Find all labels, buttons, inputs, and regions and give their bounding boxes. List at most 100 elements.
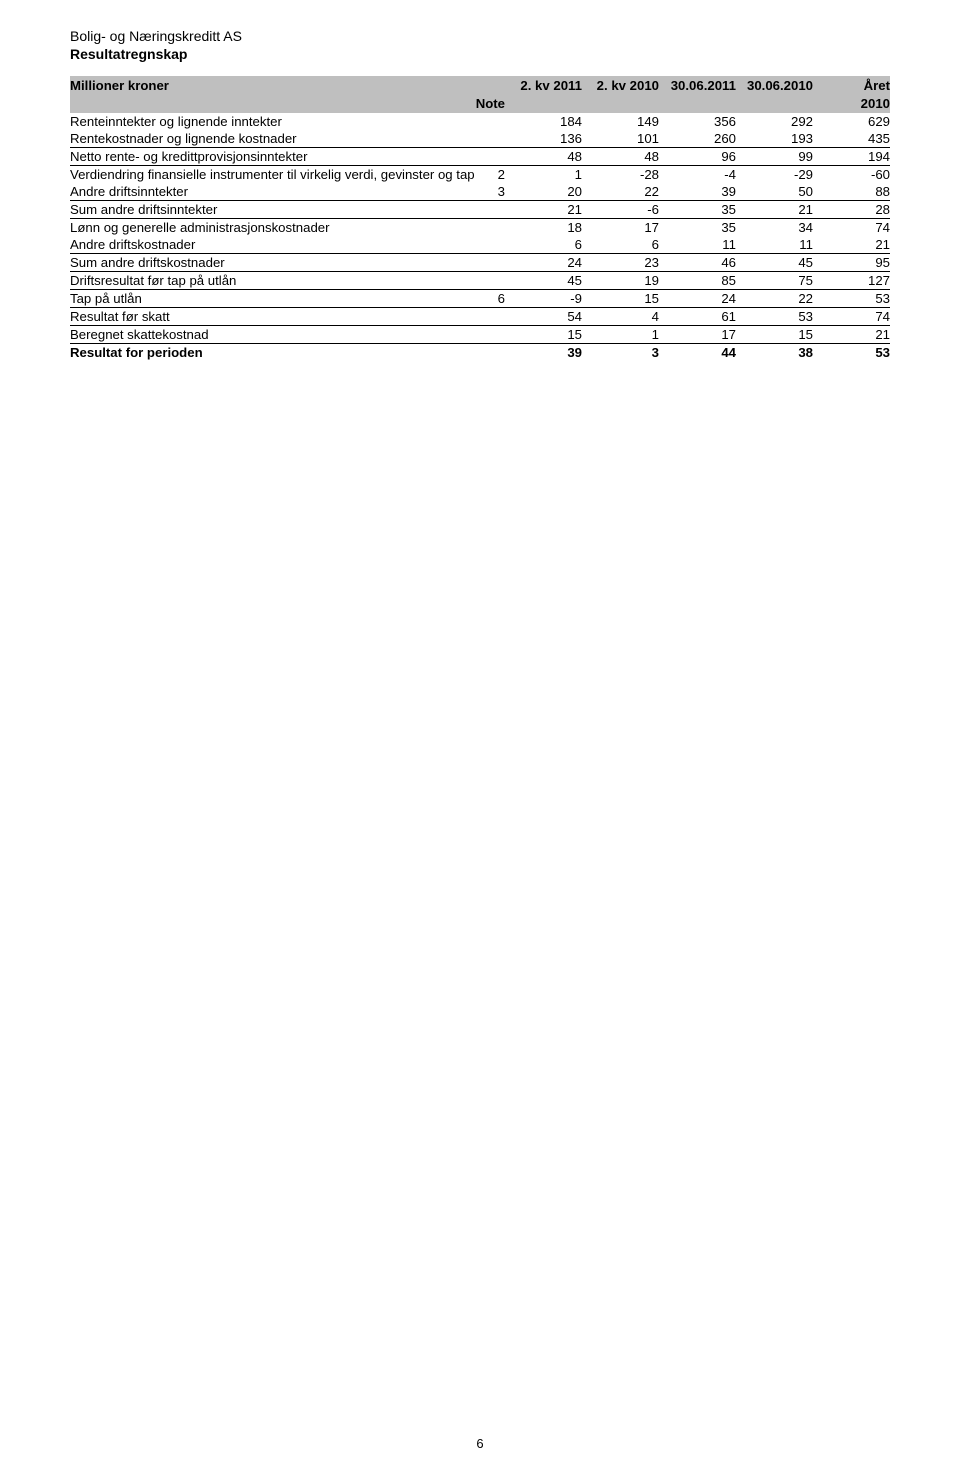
company-name: Bolig- og Næringskreditt AS <box>70 28 890 44</box>
cell: 6 <box>505 236 582 254</box>
document-page: Bolig- og Næringskreditt AS Resultatregn… <box>0 0 960 361</box>
cell: 15 <box>736 326 813 344</box>
table-row: Beregnet skattekostnad 15 1 17 15 21 <box>70 326 890 344</box>
cell: 21 <box>813 326 890 344</box>
row-note <box>455 219 505 237</box>
cell: 19 <box>582 272 659 290</box>
cell: 95 <box>813 254 890 272</box>
cell: 50 <box>736 183 813 201</box>
cell: 35 <box>659 219 736 237</box>
cell: 260 <box>659 130 736 148</box>
cell: 61 <box>659 308 736 326</box>
table-header-row: Millioner kroner 2. kv 2011 2. kv 2010 3… <box>70 76 890 95</box>
row-note <box>455 130 505 148</box>
cell: 85 <box>659 272 736 290</box>
row-note <box>455 148 505 166</box>
cell: 149 <box>582 113 659 130</box>
row-note <box>455 326 505 344</box>
cell: 75 <box>736 272 813 290</box>
cell: 3 <box>582 344 659 362</box>
cell: 53 <box>813 290 890 308</box>
row-label: Resultat før skatt <box>70 308 455 326</box>
cell: 18 <box>505 219 582 237</box>
cell: 1 <box>582 326 659 344</box>
cell: 46 <box>659 254 736 272</box>
cell: 6 <box>582 236 659 254</box>
row-note <box>455 272 505 290</box>
cell: 24 <box>659 290 736 308</box>
cell: 23 <box>582 254 659 272</box>
table-row: Verdiendring finansielle instrumenter ti… <box>70 166 890 184</box>
table-row-total: Sum andre driftskostnader 24 23 46 45 95 <box>70 254 890 272</box>
cell: 53 <box>813 344 890 362</box>
cell: 356 <box>659 113 736 130</box>
table-row: Andre driftsinntekter 3 20 22 39 50 88 <box>70 183 890 201</box>
cell: 15 <box>582 290 659 308</box>
cell: 99 <box>736 148 813 166</box>
table-row: Rentekostnader og lignende kostnader 136… <box>70 130 890 148</box>
row-note: 3 <box>455 183 505 201</box>
cell: -60 <box>813 166 890 184</box>
table-row: Andre driftskostnader 6 6 11 11 21 <box>70 236 890 254</box>
row-label: Andre driftskostnader <box>70 236 455 254</box>
row-note <box>455 236 505 254</box>
page-number: 6 <box>0 1436 960 1451</box>
cell: 44 <box>659 344 736 362</box>
table-subheader-row: Note 2010 <box>70 95 890 113</box>
table-row: Tap på utlån 6 -9 15 24 22 53 <box>70 290 890 308</box>
cell: 22 <box>736 290 813 308</box>
row-note <box>455 201 505 219</box>
income-statement-table: Millioner kroner 2. kv 2011 2. kv 2010 3… <box>70 76 890 361</box>
cell: 1 <box>505 166 582 184</box>
row-note: 6 <box>455 290 505 308</box>
cell: 74 <box>813 219 890 237</box>
cell: 45 <box>736 254 813 272</box>
row-label: Resultat for perioden <box>70 344 455 362</box>
row-label: Renteinntekter og lignende inntekter <box>70 113 455 130</box>
row-note <box>455 254 505 272</box>
cell: 35 <box>659 201 736 219</box>
row-label: Driftsresultat før tap på utlån <box>70 272 455 290</box>
col-subheader: 2010 <box>813 95 890 113</box>
table-row-result: Resultat for perioden 39 3 44 38 53 <box>70 344 890 362</box>
table-row: Lønn og generelle administrasjonskostnad… <box>70 219 890 237</box>
cell: 38 <box>736 344 813 362</box>
cell: 22 <box>582 183 659 201</box>
cell: 20 <box>505 183 582 201</box>
cell: 21 <box>505 201 582 219</box>
cell: 4 <box>582 308 659 326</box>
cell: 11 <box>659 236 736 254</box>
table-row: Renteinntekter og lignende inntekter 184… <box>70 113 890 130</box>
cell: 24 <box>505 254 582 272</box>
cell: -4 <box>659 166 736 184</box>
row-label: Rentekostnader og lignende kostnader <box>70 130 455 148</box>
cell: 127 <box>813 272 890 290</box>
row-note <box>455 308 505 326</box>
cell: 28 <box>813 201 890 219</box>
row-label: Verdiendring finansielle instrumenter ti… <box>70 166 455 184</box>
table-row-total: Sum andre driftsinntekter 21 -6 35 21 28 <box>70 201 890 219</box>
cell: 39 <box>659 183 736 201</box>
cell: 15 <box>505 326 582 344</box>
cell: 194 <box>813 148 890 166</box>
cell: 48 <box>582 148 659 166</box>
cell: 74 <box>813 308 890 326</box>
row-label: Netto rente- og kredittprovisjonsinntekt… <box>70 148 455 166</box>
cell: 21 <box>736 201 813 219</box>
row-label: Sum andre driftsinntekter <box>70 201 455 219</box>
row-label: Beregnet skattekostnad <box>70 326 455 344</box>
row-label: Sum andre driftskostnader <box>70 254 455 272</box>
cell: -29 <box>736 166 813 184</box>
table-row-total: Netto rente- og kredittprovisjonsinntekt… <box>70 148 890 166</box>
row-note <box>455 344 505 362</box>
header-row-label: Millioner kroner <box>70 76 455 95</box>
cell: -9 <box>505 290 582 308</box>
cell: 34 <box>736 219 813 237</box>
cell: 193 <box>736 130 813 148</box>
row-label: Andre driftsinntekter <box>70 183 455 201</box>
cell: 136 <box>505 130 582 148</box>
table-row-total: Resultat før skatt 54 4 61 53 74 <box>70 308 890 326</box>
row-note <box>455 113 505 130</box>
cell: 45 <box>505 272 582 290</box>
cell: 101 <box>582 130 659 148</box>
